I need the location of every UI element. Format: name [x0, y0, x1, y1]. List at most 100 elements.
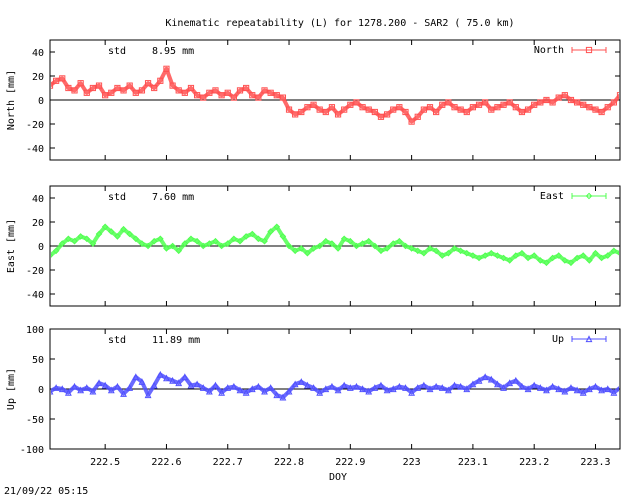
data-point — [51, 82, 54, 89]
y-tick-label: 0 — [38, 385, 44, 396]
x-tick-label: 222.6 — [151, 457, 181, 468]
std-label: std — [108, 192, 126, 203]
data-point — [157, 235, 164, 243]
data-point — [531, 101, 538, 108]
data-point — [487, 249, 495, 257]
data-point — [420, 249, 428, 257]
data-point — [573, 386, 581, 394]
data-point — [334, 111, 342, 118]
data-point — [322, 237, 330, 245]
data-point — [592, 249, 599, 257]
data-point — [543, 386, 550, 394]
data-point — [58, 385, 66, 393]
data-point — [555, 94, 562, 101]
data-point — [236, 237, 244, 245]
y-axis-label: Up [mm] — [6, 368, 17, 410]
data-point — [371, 108, 378, 116]
data-point — [383, 111, 391, 118]
data-point — [549, 99, 556, 106]
y-tick-label: 0 — [38, 242, 44, 253]
data-point — [524, 106, 532, 113]
data-point — [347, 101, 354, 108]
data-point — [52, 384, 60, 391]
data-point — [426, 245, 434, 252]
y-tick-label: 100 — [26, 325, 44, 336]
data-point — [150, 237, 158, 245]
data-point — [359, 240, 366, 247]
data-point — [102, 92, 109, 99]
data-point — [481, 373, 489, 381]
data-point — [616, 250, 619, 256]
data-point — [365, 237, 373, 245]
data-point — [610, 99, 617, 106]
data-point — [586, 104, 593, 111]
data-point — [390, 106, 397, 113]
data-point — [585, 385, 593, 393]
data-point — [365, 106, 372, 113]
data-point — [396, 237, 403, 245]
data-point — [328, 104, 336, 111]
y-tick-label: -50 — [26, 415, 44, 426]
data-point — [586, 257, 593, 264]
data-point — [322, 108, 329, 116]
data-point — [291, 380, 299, 388]
data-point — [616, 92, 619, 99]
data-point — [451, 104, 458, 111]
legend-label: North — [534, 45, 564, 56]
data-point — [65, 235, 72, 243]
data-point — [304, 104, 311, 111]
data-point — [488, 106, 495, 113]
panel-up: -100 -50 0 50 100 222.5 222.6 222.7 222.8 222.9 22… — [6, 325, 621, 468]
data-point — [267, 228, 274, 235]
data-point — [328, 382, 336, 390]
data-point — [579, 388, 587, 396]
data-point — [292, 111, 299, 118]
data-point — [481, 252, 489, 259]
data-point — [279, 233, 287, 240]
data-point — [475, 254, 483, 262]
data-point — [230, 235, 238, 243]
data-point — [506, 257, 513, 264]
data-point — [114, 233, 121, 240]
y-tick-label: -40 — [26, 290, 44, 301]
data-point — [555, 252, 563, 259]
data-point — [132, 235, 140, 243]
data-point — [377, 247, 385, 255]
data-point — [254, 382, 262, 390]
data-point — [500, 101, 507, 108]
data-point — [236, 386, 244, 394]
data-point — [567, 259, 575, 267]
data-point — [120, 87, 127, 94]
data-point — [187, 84, 195, 92]
legend-marker — [585, 46, 593, 54]
data-point — [218, 92, 225, 99]
data-point — [469, 104, 477, 111]
data-point — [408, 118, 415, 125]
data-point — [518, 108, 526, 116]
y-tick-label: 20 — [32, 72, 44, 83]
data-point — [475, 101, 483, 108]
data-point — [451, 381, 458, 389]
data-point — [248, 230, 256, 238]
data-point — [359, 385, 366, 393]
data-point — [537, 257, 544, 264]
data-point — [536, 384, 544, 391]
data-point — [243, 84, 250, 92]
y-axis-label: East [mm] — [6, 219, 17, 273]
x-tick-label: 222.5 — [90, 457, 120, 468]
data-point — [107, 386, 115, 394]
data-point — [52, 247, 60, 255]
data-point — [126, 82, 133, 89]
data-point — [579, 252, 587, 259]
y-axis-label: North [mm] — [6, 70, 17, 130]
data-point — [144, 80, 152, 87]
data-point — [353, 382, 360, 390]
data-point — [444, 386, 452, 394]
data-point — [242, 388, 250, 396]
data-point — [193, 380, 201, 388]
data-point — [322, 385, 330, 393]
data-point — [291, 247, 299, 255]
data-point — [316, 388, 324, 396]
